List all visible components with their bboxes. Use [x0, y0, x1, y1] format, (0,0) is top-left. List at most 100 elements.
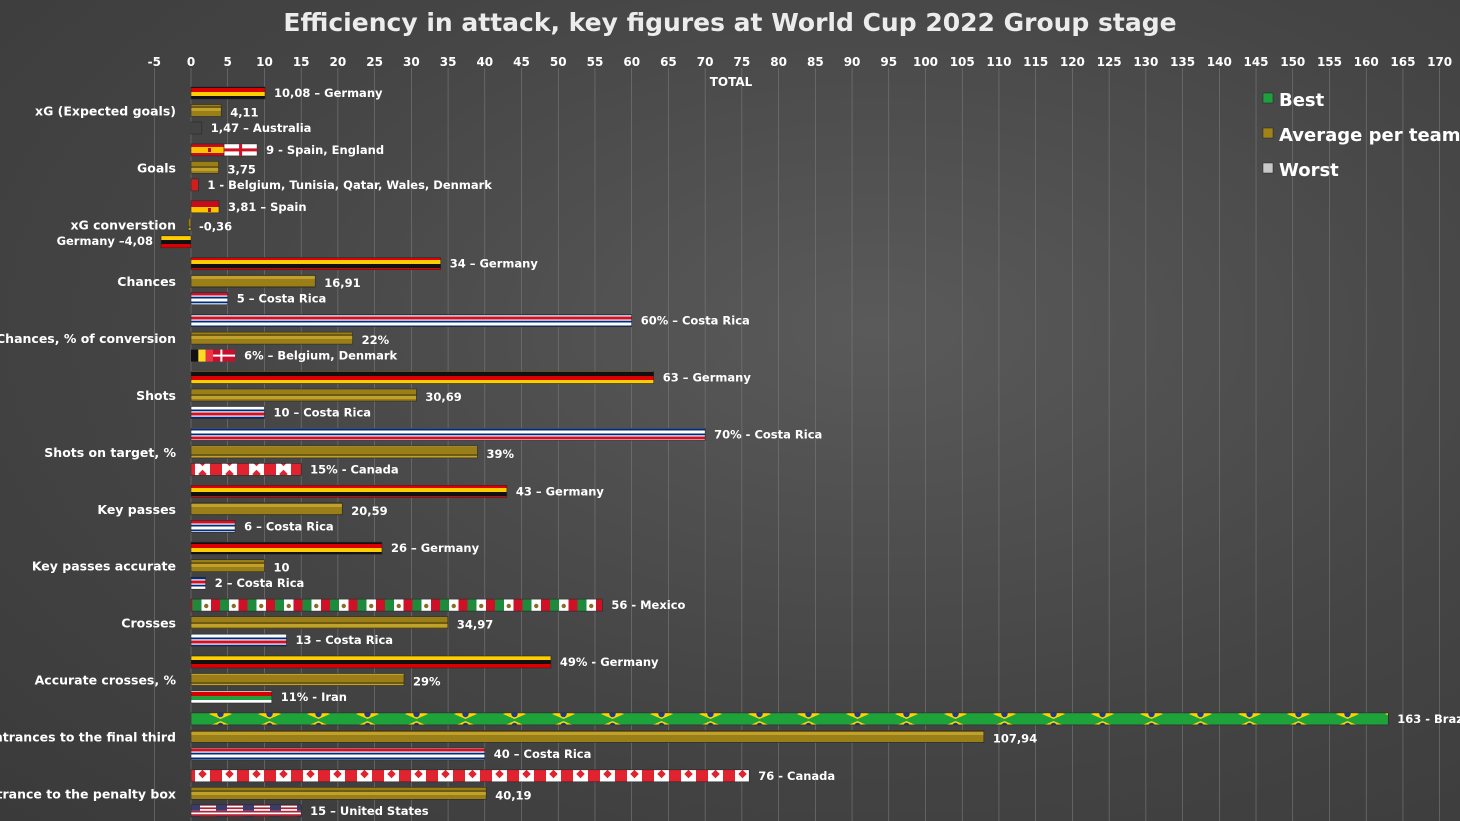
x-tick-label: 30 — [403, 55, 420, 69]
bar-value-label: 4,11 — [230, 106, 258, 120]
bar-worst — [190, 178, 199, 192]
x-tick-label: 80 — [770, 55, 787, 69]
x-tick-label: 50 — [550, 55, 567, 69]
x-tick-label: 20 — [330, 55, 347, 69]
x-tick-label: 145 — [1243, 55, 1268, 69]
bar-value-label: 3,81 – Spain — [228, 200, 307, 214]
bar-value-label: 34,97 — [457, 618, 493, 632]
bar-value-label: 34 – Germany — [450, 257, 539, 271]
bar-average — [190, 161, 219, 174]
bar-value-label: 43 – Germany — [516, 484, 605, 498]
bar-segment — [213, 354, 236, 357]
x-tick-label: 135 — [1170, 55, 1195, 69]
bar-best — [190, 371, 655, 384]
bar-value-label: 2 – Costa Rica — [215, 576, 305, 590]
bar-average — [190, 445, 478, 459]
category-label: Shots — [136, 388, 176, 403]
bar-value-label: Germany –4,08 — [57, 234, 153, 248]
x-tick-label: 60 — [623, 55, 640, 69]
x-tick-label: 110 — [986, 55, 1011, 69]
bar-segment — [198, 349, 206, 362]
x-tick-label: 55 — [587, 55, 604, 69]
legend: Best Average per team Worst — [1262, 90, 1460, 181]
bar-value-label: 29% — [413, 675, 441, 689]
x-tick-label: -5 — [148, 55, 161, 69]
bar-value-label: 63 – Germany — [663, 371, 752, 385]
x-tick-label: 105 — [950, 55, 975, 69]
bar-value-label: 1,47 – Australia — [211, 121, 312, 135]
category-label: Chances — [117, 274, 176, 289]
bar-best — [190, 541, 383, 555]
bar-value-label: -0,36 — [199, 219, 232, 233]
category-label: Entrance to the penalty box — [0, 786, 176, 801]
bar-best — [190, 484, 508, 498]
chart-title: Efficiency in attack, key figures at Wor… — [283, 8, 1176, 37]
bar-best — [190, 769, 750, 783]
bar-best — [190, 712, 1389, 726]
bar-average — [190, 730, 985, 743]
bar-worst — [190, 519, 236, 533]
x-tick-label: 0 — [187, 55, 195, 69]
bar-value-label: 16,91 — [324, 276, 360, 290]
bar-value-label: 40 – Costa Rica — [494, 747, 592, 761]
bar-worst — [190, 406, 265, 419]
bar-worst — [191, 349, 236, 362]
bar-value-label: 1 - Belgium, Tunisia, Qatar, Wales, Denm… — [207, 178, 492, 192]
bar-value-label: 13 – Costa Rica — [295, 633, 393, 647]
legend-item: Best — [1262, 90, 1325, 111]
bar-value-label: 49% - Germany — [560, 655, 659, 669]
bar-worst — [160, 235, 192, 249]
bar-average — [190, 616, 449, 629]
bar-value-label: 56 - Mexico — [611, 598, 685, 612]
x-tick-label: 170 — [1427, 55, 1452, 69]
bar-worst — [190, 576, 206, 590]
bar-average — [190, 673, 405, 686]
bar-worst — [190, 804, 302, 818]
bar-value-label: 11% - Iran — [281, 690, 347, 704]
bar-worst — [190, 747, 486, 761]
bar-best — [190, 598, 603, 612]
bar-value-label: 39% — [486, 447, 514, 461]
bar-value-label: 10 — [273, 561, 289, 575]
x-tick-label: 90 — [844, 55, 861, 69]
bar-best — [190, 314, 633, 327]
bar-value-label: 6% – Belgium, Denmark — [244, 349, 397, 363]
bar-average — [190, 331, 353, 345]
x-tick-label: 75 — [734, 55, 751, 69]
bar-value-label: 26 – Germany — [391, 541, 480, 555]
x-axis-ticks: -5 0 5 10 15 20 25 30 35 40 45 50 55 60 65 70 75 80 85 90 95… — [148, 55, 1453, 69]
x-tick-label: 5 — [224, 55, 232, 69]
x-tick-label: 35 — [440, 55, 457, 69]
x-tick-label: 65 — [660, 55, 677, 69]
bar-segment — [190, 143, 225, 157]
x-tick-label: 160 — [1354, 55, 1379, 69]
bar-value-label: 15% - Canada — [310, 462, 398, 476]
category-label: Entrances to the final third — [0, 729, 176, 744]
bar-worst — [190, 463, 302, 476]
bar-worst — [190, 121, 203, 135]
bar-value-label: 107,94 — [993, 731, 1037, 745]
legend-swatch — [1262, 127, 1274, 139]
category-label: Accurate crosses, % — [35, 673, 177, 688]
category-label: Crosses — [121, 616, 176, 631]
bar-best — [190, 200, 220, 214]
bar-value-label: 6 – Costa Rica — [244, 519, 334, 533]
x-tick-label: 115 — [1023, 55, 1048, 69]
bar-value-label: 76 - Canada — [758, 769, 835, 783]
category-label: xG (Expected goals) — [35, 104, 176, 119]
x-tick-label: 130 — [1133, 55, 1158, 69]
bar-value-label: 22% — [362, 333, 390, 347]
x-tick-label: 150 — [1280, 55, 1305, 69]
bar-worst — [190, 292, 229, 306]
x-tick-label: 25 — [366, 55, 383, 69]
category-label: Key passes — [97, 502, 176, 517]
legend-label: Average per team — [1279, 125, 1460, 146]
x-tick-label: 155 — [1317, 55, 1342, 69]
bar-segment — [205, 349, 214, 362]
bar-value-label: 30,69 — [425, 390, 461, 404]
x-tick-label: 70 — [697, 55, 714, 69]
category-label: Shots on target, % — [44, 445, 176, 460]
bar-value-label: 70% - Costa Rica — [714, 427, 822, 441]
bar-value-label: 40,19 — [495, 788, 531, 802]
